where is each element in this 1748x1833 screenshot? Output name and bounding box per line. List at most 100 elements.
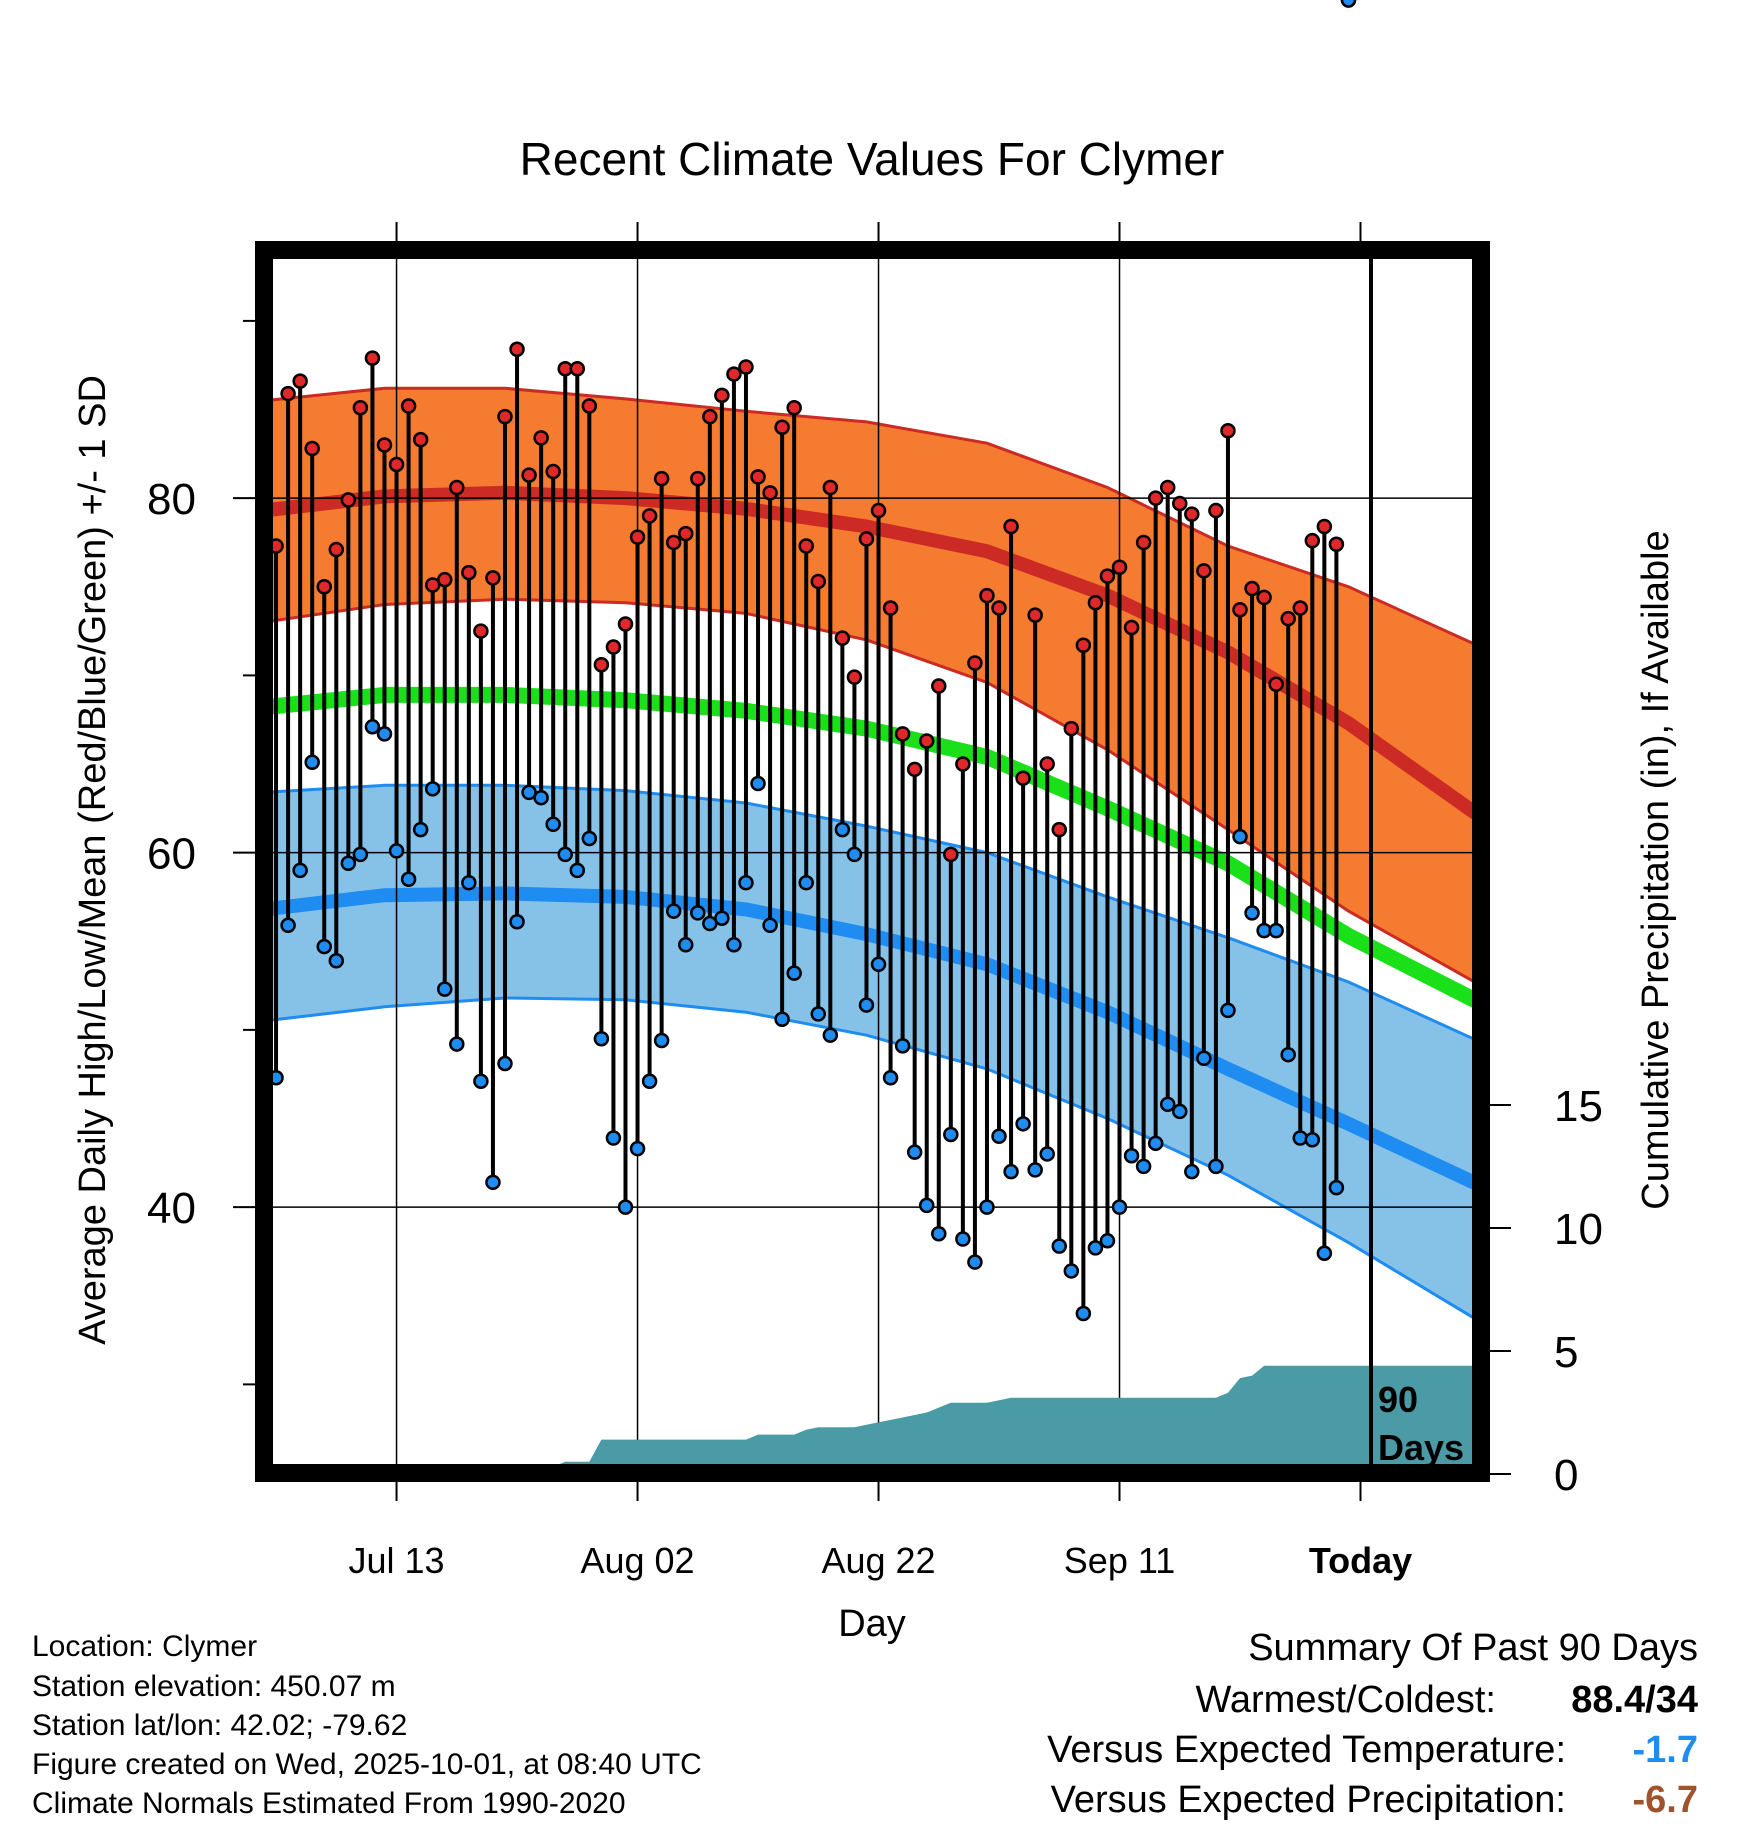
normal-high-line <box>264 485 1481 823</box>
obs-high-dot <box>388 456 405 473</box>
obs-low-dot <box>677 937 694 953</box>
obs-high-dot <box>449 479 465 496</box>
obs-high-dot <box>1304 532 1321 549</box>
obs-high-dot <box>810 573 827 590</box>
obs-low-dot <box>991 1128 1007 1144</box>
obs-low-dot <box>1075 1305 1092 1322</box>
obs-low-dot <box>1232 828 1248 845</box>
obs-high-dot <box>702 408 718 425</box>
precipitation-area <box>399 1365 1481 1473</box>
obs-high-dot <box>906 761 923 778</box>
obs-high-dot <box>400 398 417 414</box>
obs-low-dot <box>1208 1158 1224 1175</box>
axis-labels: Jul 13 Aug 02 Aug 22 Sep 11 Today 40 60 80 0 5 10 1… <box>147 475 1603 1581</box>
x-tick-label: Jul 13 <box>349 1540 445 1581</box>
obs-high-dot <box>894 726 911 742</box>
obs-high-dot <box>509 341 525 358</box>
obs-low-dot <box>738 875 754 891</box>
obs-low-dot <box>1328 1179 1345 1196</box>
obs-low-dot <box>412 821 429 838</box>
obs-high-dot <box>485 570 501 586</box>
info-elevation: Station elevation: 450.07 m <box>32 1670 396 1703</box>
obs-high-dot <box>738 359 754 375</box>
obs-low-dot <box>1015 1116 1031 1132</box>
obs-high-dot <box>605 639 622 655</box>
obs-low-dot <box>461 875 477 891</box>
obs-low-dot <box>1147 1135 1164 1152</box>
obs-low-dot <box>292 862 308 879</box>
obs-high-dot <box>304 440 320 457</box>
obs-low-dot <box>629 1140 646 1157</box>
high-sd-band-upper-edge <box>264 386 1481 649</box>
y2-tick-label: 0 <box>1554 1451 1578 1500</box>
obs-low-dot <box>1063 1263 1080 1279</box>
obs-low-dot <box>352 846 369 863</box>
obs-low-dot <box>593 1030 610 1047</box>
obs-high-dot <box>1159 479 1176 496</box>
obs-low-dot <box>1039 1146 1055 1162</box>
summary-precip-label: Versus Expected Precipitation: <box>1051 1779 1566 1821</box>
x-tick-label: Today <box>1309 1540 1412 1581</box>
obs-high-dot <box>533 430 549 446</box>
x-axis-title: Day <box>838 1603 906 1645</box>
y2-tick-label: 15 <box>1554 1082 1603 1131</box>
obs-high-dot <box>955 756 971 772</box>
x-tick-label: Sep 11 <box>1064 1540 1175 1581</box>
obs-high-dot <box>1208 502 1224 519</box>
obs-low-dot <box>918 1197 935 1214</box>
y-tick-label: 60 <box>147 830 196 879</box>
obs-low-dot <box>340 855 357 872</box>
obs-high-dot <box>1135 534 1152 551</box>
obs-low-dot <box>786 965 802 981</box>
obs-low-dot <box>810 1006 827 1022</box>
obs-low-dot <box>714 910 730 926</box>
obs-low-dot <box>1268 922 1284 939</box>
obs-high-dot <box>1147 490 1164 506</box>
obs-low-dot <box>376 726 393 742</box>
obs-high-dot <box>545 463 561 480</box>
obs-low-dot <box>1087 1240 1104 1256</box>
obs-high-dot <box>1087 594 1104 611</box>
obs-high-dot <box>1063 720 1080 737</box>
obs-high-dot <box>991 600 1007 616</box>
obs-low-dot <box>882 1069 899 1086</box>
obs-high-dot <box>1099 568 1116 584</box>
obs-low-dot <box>1111 1199 1128 1215</box>
obs-low-dot <box>280 917 296 934</box>
obs-low-dot <box>774 1011 790 1027</box>
obs-low-dot <box>1172 1103 1188 1120</box>
obs-high-dot <box>1051 821 1068 838</box>
summary-title: Summary Of Past 90 Days <box>1248 1627 1698 1669</box>
obs-high-dot <box>979 587 995 604</box>
obs-low-dot <box>509 914 525 930</box>
obs-high-dot <box>1111 559 1128 576</box>
y-tick-label: 80 <box>147 475 196 524</box>
obs-high-dot <box>1280 610 1296 627</box>
info-created: Figure created on Wed, 2025-10-01, at 08… <box>32 1748 702 1781</box>
obs-high-dot <box>1220 423 1236 439</box>
obs-low-dot <box>846 846 863 863</box>
summary-temp-value: -1.7 <box>1633 1729 1698 1771</box>
obs-low-dot <box>1280 1046 1296 1063</box>
cumulative-precip-area <box>399 1365 1481 1473</box>
obs-low-dot <box>388 843 405 859</box>
obs-low-dot <box>822 1027 839 1043</box>
obs-low-dot <box>894 1038 911 1054</box>
obs-low-dot <box>473 1073 489 1090</box>
obs-low-dot <box>1051 1238 1068 1254</box>
obs-high-dot <box>1316 518 1333 535</box>
obs-low-dot <box>436 981 453 997</box>
obs-high-dot <box>593 657 610 673</box>
obs-low-dot <box>931 1225 947 1242</box>
today-marker-label-days: Days <box>1378 1427 1464 1468</box>
obs-high-dot <box>473 623 489 639</box>
obs-low-dot <box>1304 1132 1321 1148</box>
obs-high-dot <box>1232 602 1248 618</box>
obs-high-dot <box>1039 756 1055 772</box>
obs-low-dot <box>641 1073 658 1090</box>
chart-title: Recent Climate Values For Clymer <box>520 133 1225 185</box>
obs-low-dot <box>485 1174 501 1191</box>
obs-high-dot <box>569 361 586 377</box>
obs-low-dot <box>726 937 742 953</box>
